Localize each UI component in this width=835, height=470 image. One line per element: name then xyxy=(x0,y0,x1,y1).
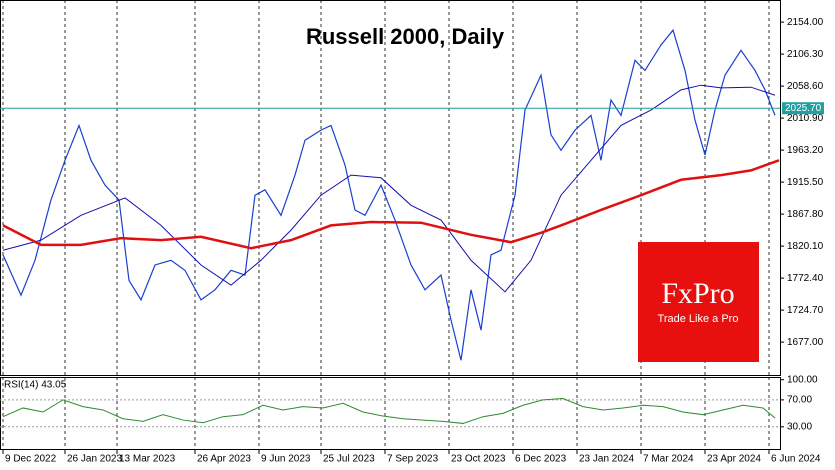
x-tick-label: 25 Jul 2023 xyxy=(323,454,375,465)
x-tick-label: 26 Apr 2023 xyxy=(197,454,251,465)
x-tick-label: 23 Apr 2024 xyxy=(707,454,761,465)
y-tick-label: 100.00 xyxy=(787,374,818,385)
y-tick-label: 2154.00 xyxy=(787,17,824,28)
y-tick-label: 1772.40 xyxy=(787,273,824,284)
grid: 2154.00 2106.30 2058.60 2010.90 1963.20 1915.… xyxy=(0,0,824,465)
y-tick-label: 1724.70 xyxy=(787,305,824,316)
plot: 2025.70 xyxy=(0,28,824,424)
y-tick-label: 1820.10 xyxy=(787,241,824,252)
logo-box xyxy=(638,242,759,362)
y-tick-label: 30.00 xyxy=(787,421,812,432)
x-tick-label: 6 Jun 2024 xyxy=(771,454,821,465)
x-tick-label: 7 Sep 2023 xyxy=(387,454,439,465)
series-line xyxy=(2,398,776,424)
x-tick-label: 7 Mar 2024 xyxy=(643,454,694,465)
x-tick-label: 23 Oct 2023 xyxy=(451,454,506,465)
rsi-panel xyxy=(0,377,781,450)
series-line xyxy=(2,28,776,361)
x-tick-label: 6 Dec 2023 xyxy=(515,454,567,465)
y-tick-label: 1963.20 xyxy=(787,145,824,156)
current-price-box xyxy=(782,102,824,115)
price-panel xyxy=(0,0,781,376)
rsi-title: RSI(14) 43.05 xyxy=(4,380,67,391)
series-line xyxy=(2,159,780,250)
x-tick-label: 9 Jun 2023 xyxy=(261,454,311,465)
y-tick-label: 2010.90 xyxy=(787,113,824,124)
y-tick-label: 1915.50 xyxy=(787,177,824,188)
x-tick-label: 9 Dec 2022 xyxy=(5,454,57,465)
chart-title: Russell 2000, Daily xyxy=(306,24,505,49)
y-tick-label: 1677.00 xyxy=(787,337,824,348)
current-price-label: 2025.70 xyxy=(785,103,822,114)
y-tick-label: 70.00 xyxy=(787,395,812,406)
y-tick-label: 2106.30 xyxy=(787,49,824,60)
logo-name: FxPro xyxy=(661,277,734,310)
y-tick-label: 1867.80 xyxy=(787,209,824,220)
x-tick-label: 26 Jan 2023 xyxy=(67,454,122,465)
series-line xyxy=(2,84,776,293)
logo-slogan: Trade Like a Pro xyxy=(658,313,739,325)
y-tick-label: 2058.60 xyxy=(787,81,824,92)
x-tick-label: 13 Mar 2023 xyxy=(119,454,176,465)
x-tick-label: 23 Jan 2024 xyxy=(579,454,634,465)
